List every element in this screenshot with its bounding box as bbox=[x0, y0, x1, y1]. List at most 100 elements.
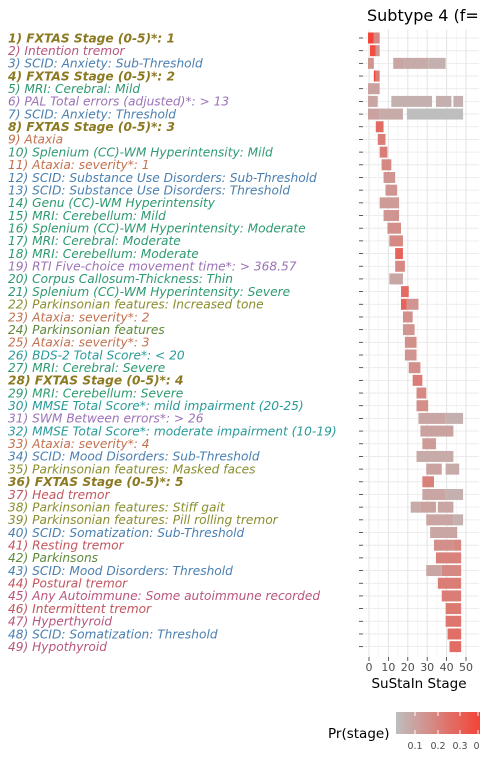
y-tick-label: 45) Any Autoimmune: Some autoimmune reco… bbox=[8, 589, 320, 603]
y-tick-label: 17) MRI: Cerebral: Moderate bbox=[8, 234, 181, 248]
y-tick-label: 34) SCID: Mood Disorders: Sub-Threshold bbox=[8, 450, 260, 464]
stage-probability-bar bbox=[368, 32, 374, 44]
x-tick-label: 30 bbox=[420, 661, 434, 674]
stage-probability-bar bbox=[385, 184, 398, 196]
y-tick-label: 37) Head tremor bbox=[8, 488, 110, 502]
stage-probability-bar bbox=[373, 32, 380, 44]
stage-probability-bar bbox=[441, 565, 462, 577]
stage-probability-bar bbox=[453, 514, 464, 526]
y-tick-label: 38) Parkinsonian features: Stiff gait bbox=[8, 500, 226, 514]
stage-probability-bar bbox=[445, 488, 464, 500]
stage-probability-bar bbox=[404, 336, 417, 348]
y-tick-label: 40) SCID: Somatization: Sub-Threshold bbox=[8, 526, 245, 540]
y-tick-label: 1) FXTAS Stage (0-5)*: 1 bbox=[8, 31, 175, 45]
y-tick-label: 44) Postural tremor bbox=[8, 577, 128, 591]
stage-probability-bar bbox=[368, 95, 378, 107]
x-axis-title: SuStaIn Stage bbox=[371, 676, 466, 692]
x-tick-label: 20 bbox=[401, 661, 415, 674]
stage-probability-bar bbox=[379, 108, 403, 120]
y-tick-label: 31) SWM Between errors*: > 26 bbox=[8, 412, 204, 426]
y-tick-label: 41) Resting tremor bbox=[8, 539, 125, 553]
y-tick-label: 14) Genu (CC)-WM Hyperintensity bbox=[8, 196, 216, 210]
legend: Pr(stage) 0.1 0.2 0.3 0. bbox=[328, 712, 480, 752]
stage-probability-bar bbox=[428, 57, 446, 69]
stage-probability-bar bbox=[453, 539, 462, 551]
stage-probability-bar bbox=[426, 514, 454, 526]
legend-tick-label: 0.3 bbox=[452, 741, 467, 752]
x-tick-label: 40 bbox=[440, 661, 454, 674]
y-tick-label: 46) Intermittent tremor bbox=[8, 602, 152, 616]
stage-probability-bar bbox=[445, 463, 460, 475]
stage-probability-bar bbox=[369, 45, 376, 57]
y-axis-labels: 1) FXTAS Stage (0-5)*: 12) Intention tre… bbox=[7, 31, 363, 654]
stage-probability-bar bbox=[375, 45, 380, 57]
stage-probability-bar bbox=[395, 260, 405, 272]
stage-probability-bar bbox=[402, 311, 413, 323]
stage-probability-bar bbox=[418, 412, 446, 424]
y-tick-label: 10) Splenium (CC)-WM Hyperintensity: Mil… bbox=[8, 145, 273, 159]
y-tick-label: 20) Corpus Callosum-Thickness: Thin bbox=[8, 272, 233, 286]
stage-probability-bar bbox=[379, 197, 400, 209]
legend-tick-label: 0.1 bbox=[407, 741, 422, 752]
y-tick-label: 13) SCID: Substance Use Disorders: Thres… bbox=[8, 183, 290, 197]
stage-probability-bar bbox=[402, 324, 415, 336]
stage-probability-bar bbox=[416, 450, 454, 462]
stage-probability-bar bbox=[408, 362, 421, 374]
stage-probability-bar bbox=[426, 565, 442, 577]
y-tick-label: 30) MMSE Total Score*: mild impairment (… bbox=[8, 399, 304, 413]
stage-probability-bar bbox=[406, 108, 464, 120]
stage-probability-bar bbox=[391, 95, 433, 107]
y-tick-label: 19) RTI Five-choice movement time*: > 36… bbox=[8, 260, 297, 274]
stage-probability-bar bbox=[420, 425, 454, 437]
stage-probability-bar bbox=[379, 146, 388, 158]
stage-probability-bar bbox=[445, 615, 462, 627]
stage-probability-bar bbox=[449, 641, 462, 653]
y-tick-label: 5) MRI: Cerebral: Mild bbox=[8, 82, 140, 96]
stage-probability-bar bbox=[453, 95, 464, 107]
stage-probability-bar bbox=[383, 171, 396, 183]
stage-probability-bar bbox=[368, 83, 380, 95]
legend-tick-label: 0.2 bbox=[430, 741, 445, 752]
stage-probability-bar bbox=[401, 286, 409, 298]
y-tick-label: 49) Hypothyroid bbox=[8, 640, 107, 654]
y-tick-label: 24) Parkinsonian features bbox=[8, 323, 165, 337]
plot-panel bbox=[363, 30, 479, 657]
y-tick-label: 2) Intention tremor bbox=[8, 44, 126, 58]
y-tick-label: 26) BDS-2 Total Score*: < 20 bbox=[8, 348, 185, 362]
y-tick-label: 9) Ataxia bbox=[8, 133, 63, 147]
y-tick-label: 33) Ataxia: severity*: 4 bbox=[8, 437, 150, 451]
stage-probability-bar bbox=[410, 501, 421, 513]
legend-colorbar bbox=[396, 712, 480, 734]
legend-title: Pr(stage) bbox=[328, 726, 389, 742]
y-tick-label: 29) MRI: Cerebellum: Severe bbox=[8, 386, 183, 400]
stage-probability-bar bbox=[426, 463, 442, 475]
stage-probability-bar bbox=[422, 476, 434, 488]
x-tick-label: 0 bbox=[366, 661, 373, 674]
stage-probability-bar bbox=[412, 374, 423, 386]
y-tick-label: 16) Splenium (CC)-WM Hyperintensity: Mod… bbox=[8, 222, 306, 236]
stage-probability-bar bbox=[430, 527, 458, 539]
stage-probability-bar bbox=[373, 70, 376, 82]
stage-probability-bar bbox=[389, 235, 403, 247]
y-tick-label: 18) MRI: Cerebellum: Moderate bbox=[8, 247, 199, 261]
y-tick-label: 23) Ataxia: severity*: 2 bbox=[8, 310, 150, 324]
stage-probability-bar bbox=[368, 57, 374, 69]
stage-probability-bar bbox=[404, 57, 429, 69]
stage-probability-bar bbox=[416, 387, 427, 399]
stage-probability-bar bbox=[395, 248, 403, 260]
y-tick-label: 8) FXTAS Stage (0-5)*: 3 bbox=[8, 120, 175, 134]
stage-probability-bar bbox=[422, 438, 436, 450]
y-tick-label: 48) SCID: Somatization: Threshold bbox=[8, 627, 218, 641]
y-tick-label: 15) MRI: Cerebellum: Mild bbox=[8, 209, 166, 223]
x-axis: 0 10 20 30 40 50 bbox=[366, 657, 473, 674]
y-tick-label: 7) SCID: Anxiety: Threshold bbox=[8, 107, 176, 121]
y-tick-label: 21) Splenium (CC)-WM Hyperintensity: Sev… bbox=[8, 285, 290, 299]
stage-probability-bar bbox=[437, 577, 462, 589]
x-tick-label: 10 bbox=[381, 661, 395, 674]
y-tick-label: 6) PAL Total errors (adjusted)*: > 13 bbox=[8, 95, 229, 109]
y-tick-label: 3) SCID: Anxiety: Sub-Threshold bbox=[8, 57, 203, 71]
y-tick-label: 32) MMSE Total Score*: moderate impairme… bbox=[8, 424, 337, 438]
stage-probability-bar bbox=[387, 222, 402, 234]
stage-probability-bar bbox=[433, 539, 454, 551]
legend-ticks: 0.1 0.2 0.3 0. bbox=[407, 712, 480, 752]
